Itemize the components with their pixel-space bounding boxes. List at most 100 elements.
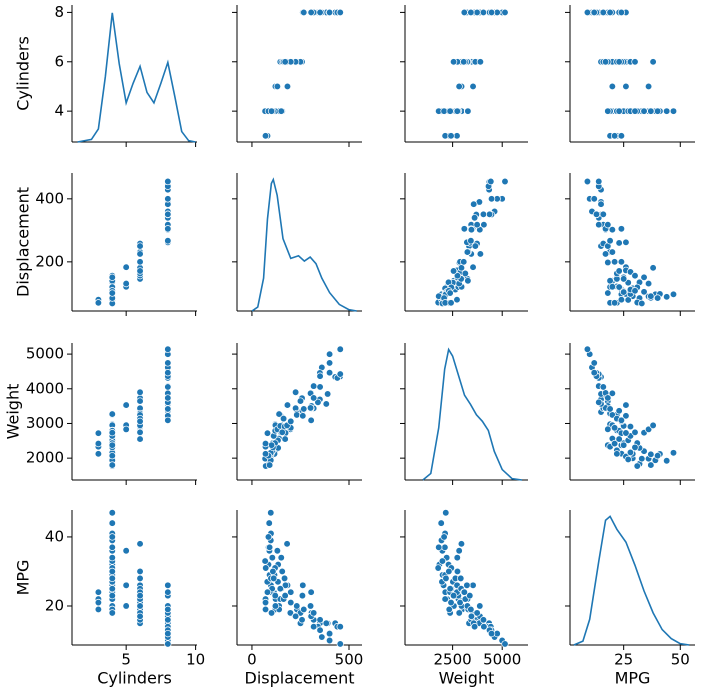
x-tick-label: 5 — [121, 651, 131, 669]
scatter-point — [136, 540, 144, 548]
scatter-point — [307, 588, 315, 596]
scatter-point — [615, 283, 623, 291]
scatter-point — [479, 210, 488, 218]
scatter-point — [501, 8, 509, 17]
scatter-point — [449, 267, 458, 275]
scatter-point — [467, 605, 475, 614]
scatter-point — [649, 264, 657, 272]
kde-line — [77, 12, 196, 143]
scatter-point — [467, 612, 476, 620]
scatter-point — [265, 519, 273, 527]
scatter-point — [136, 612, 144, 620]
scatter-point — [323, 390, 332, 398]
scatter-point — [122, 263, 130, 271]
scatter-point — [267, 441, 276, 449]
x-tick-label: 50 — [671, 651, 690, 669]
scatter-point — [325, 636, 334, 645]
scatter-point — [300, 8, 308, 17]
scatter-point — [136, 574, 144, 583]
scatter-point — [94, 439, 103, 448]
scatter-point — [604, 289, 612, 297]
scatter-point — [435, 543, 443, 551]
scatter-point — [122, 581, 130, 589]
scatter-point — [164, 581, 172, 589]
scatter-point — [469, 581, 477, 589]
scatter-point — [283, 540, 291, 548]
scatter-point — [644, 279, 653, 288]
scatter-point — [620, 288, 628, 296]
scatter-point — [624, 296, 632, 304]
scatter-point — [622, 412, 630, 420]
scatter-point — [644, 82, 653, 91]
scatter-point — [316, 8, 324, 17]
scatter-point — [476, 602, 484, 610]
scatter-point — [164, 605, 172, 614]
scatter-point — [447, 132, 455, 140]
scatter-point — [438, 557, 447, 565]
scatter-point — [267, 509, 275, 517]
scatter-point — [447, 299, 455, 307]
scatter-point — [293, 411, 301, 419]
scatter-point — [281, 435, 289, 443]
scatter-point — [164, 359, 172, 367]
scatter-point — [617, 296, 626, 304]
scatter-point — [164, 345, 172, 353]
scatter-point — [440, 107, 448, 115]
y-tick-label: 6 — [54, 52, 64, 70]
scatter-point — [615, 435, 623, 443]
x-tick-label: 25 — [614, 651, 633, 669]
scatter-point — [487, 195, 496, 203]
scatter-point — [307, 8, 315, 17]
scatter-point — [108, 519, 116, 527]
scatter-point — [299, 412, 307, 420]
scatter-point — [453, 296, 461, 304]
scatter-point — [293, 602, 301, 610]
scatter-point — [336, 345, 344, 353]
scatter-point — [455, 82, 463, 91]
scatter-point — [617, 416, 626, 424]
scatter-point — [622, 82, 630, 91]
scatter-point — [449, 591, 458, 600]
scatter-point — [287, 598, 295, 607]
y-tick-label: 20 — [45, 596, 64, 614]
scatter-point — [606, 8, 614, 17]
scatter-point — [590, 8, 598, 17]
scatter-point — [640, 288, 648, 296]
scatter-point — [136, 428, 144, 436]
scatter-point — [279, 414, 288, 423]
scatter-point — [136, 417, 144, 426]
scatter-point — [445, 605, 453, 614]
scatter-point — [653, 107, 662, 115]
scatter-point — [164, 616, 172, 624]
scatter-point — [595, 177, 603, 186]
y-tick-label: 40 — [45, 527, 64, 545]
x-tick-label: 5000 — [483, 651, 521, 669]
scatter-point — [441, 543, 449, 551]
scatter-point — [473, 609, 481, 617]
scatter-point — [464, 277, 472, 285]
scatter-point — [94, 588, 103, 596]
scatter-point — [122, 425, 130, 434]
scatter-point — [94, 429, 103, 437]
scatter-point — [461, 269, 469, 278]
scatter-point — [437, 519, 445, 527]
scatter-point — [453, 272, 462, 280]
scatter-point — [604, 107, 612, 115]
scatter-point — [122, 547, 130, 555]
scatter-point — [108, 509, 116, 517]
scatter-point — [610, 439, 619, 448]
scatter-point — [631, 428, 639, 436]
scatter-point — [108, 429, 116, 437]
scatter-point — [108, 410, 116, 418]
scatter-point — [164, 405, 172, 413]
x-axis-label: Weight — [439, 669, 495, 688]
scatter-point — [470, 200, 478, 208]
scatter-point — [622, 429, 630, 437]
scatter-point — [620, 441, 628, 449]
scatter-point — [455, 547, 463, 555]
scatter-point — [94, 605, 103, 614]
scatter-point — [626, 422, 635, 431]
scatter-point — [278, 567, 286, 576]
scatter-point — [467, 237, 475, 245]
scatter-point — [663, 107, 671, 115]
